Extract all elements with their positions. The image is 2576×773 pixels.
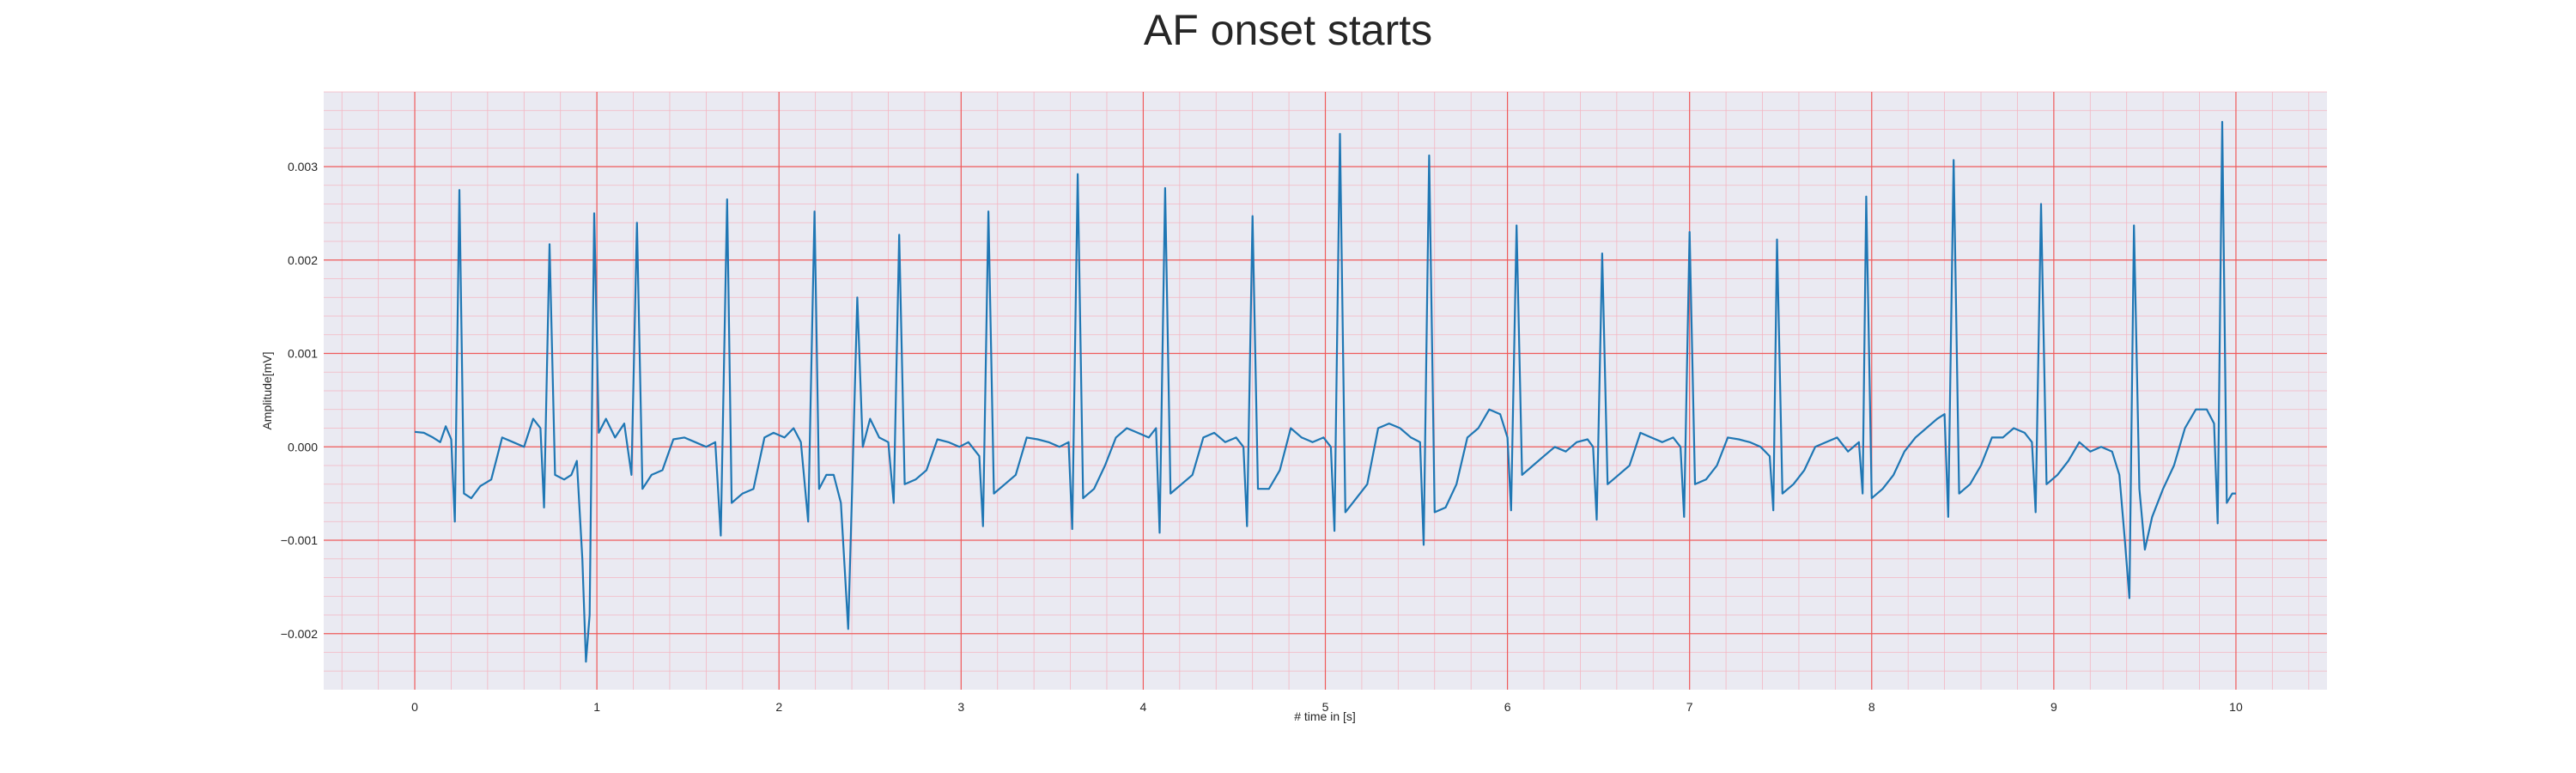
y-tick-label: −0.001 xyxy=(281,533,318,547)
y-axis: −0.002 −0.001 0.000 0.001 0.002 0.003 xyxy=(281,160,318,641)
x-tick-label: 3 xyxy=(957,700,964,714)
x-axis-label: # time in [s] xyxy=(1294,709,1356,723)
x-tick-label: 6 xyxy=(1504,700,1511,714)
x-tick-label: 10 xyxy=(2229,700,2243,714)
chart-title: AF onset starts xyxy=(1143,6,1433,54)
y-tick-label: 0.002 xyxy=(288,253,318,267)
y-tick-label: 0.001 xyxy=(288,347,318,361)
x-axis: 0 1 2 3 4 5 6 7 8 9 10 xyxy=(411,700,2243,714)
x-tick-label: 2 xyxy=(775,700,782,714)
y-tick-label: −0.002 xyxy=(281,627,318,641)
x-tick-label: 9 xyxy=(2050,700,2057,714)
x-tick-label: 7 xyxy=(1686,700,1693,714)
y-axis-label: Amplitude[mV] xyxy=(260,351,274,429)
x-tick-label: 1 xyxy=(593,700,600,714)
series-line xyxy=(414,120,2236,663)
major-grid xyxy=(324,92,2327,690)
x-tick-label: 5 xyxy=(1322,700,1329,714)
x-tick-label: 8 xyxy=(1868,700,1875,714)
x-tick-label: 4 xyxy=(1140,700,1147,714)
x-tick-label: 0 xyxy=(411,700,418,714)
y-tick-label: 0.000 xyxy=(288,440,318,453)
y-tick-label: 0.003 xyxy=(288,160,318,173)
